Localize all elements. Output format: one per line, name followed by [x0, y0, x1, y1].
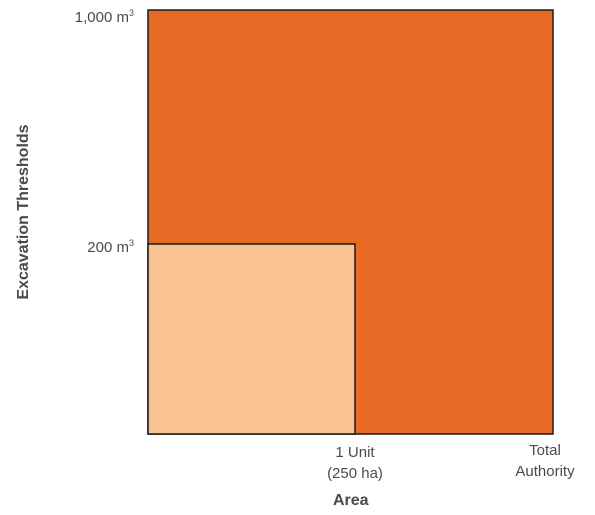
- x-axis-title: Area: [333, 492, 369, 509]
- y-tick-200: 200 m3: [87, 238, 134, 257]
- x-tick-unit-line2: (250 ha): [327, 465, 383, 482]
- x-tick-total-line1: Total: [529, 442, 561, 459]
- x-tick-total-line2: Authority: [515, 463, 575, 480]
- y-tick-1000: 1,000 m3: [74, 8, 134, 27]
- x-tick-unit: 1 Unit (250 ha): [305, 442, 405, 484]
- unit-region: [147, 243, 356, 435]
- x-tick-total-authority: Total Authority: [497, 440, 593, 482]
- x-tick-unit-line1: 1 Unit: [335, 444, 375, 461]
- y-axis-title: Excavation Thresholds: [15, 124, 32, 300]
